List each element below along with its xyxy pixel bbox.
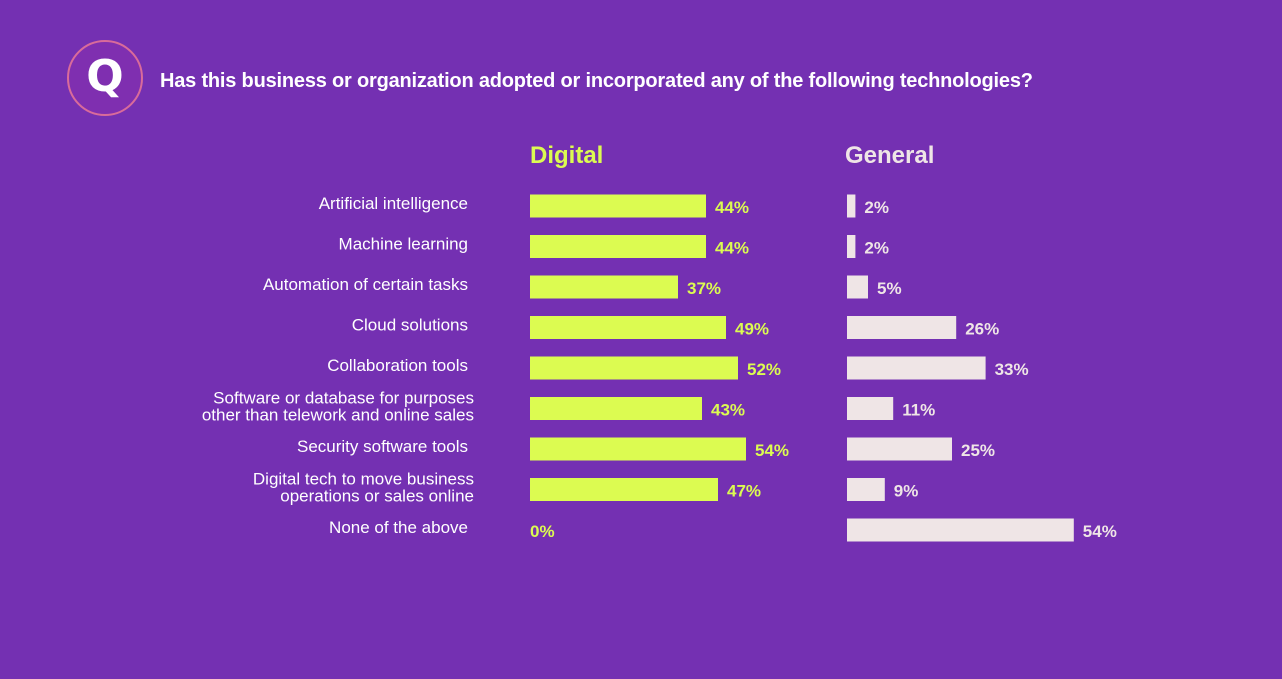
bar-digital	[530, 356, 738, 380]
bar-digital	[530, 316, 726, 339]
bar-digital	[530, 275, 678, 299]
bar-general	[847, 397, 894, 420]
category-label: Collaboration tools	[327, 356, 468, 375]
value-label-digital: 44%	[715, 239, 749, 258]
category-label: Software or database for purposes other t…	[202, 389, 474, 425]
bar-general	[847, 356, 986, 380]
value-label-general: 5%	[877, 279, 902, 298]
value-label-digital: 44%	[715, 198, 749, 217]
bar-general	[847, 194, 856, 218]
category-label: Automation of certain tasks	[263, 275, 468, 294]
bar-general	[847, 518, 1074, 542]
value-label-digital: 0%	[530, 522, 555, 541]
question-badge-letter: Q	[86, 51, 124, 102]
bar-general	[847, 275, 868, 299]
category-label: Machine learning	[339, 235, 468, 254]
value-label-general: 2%	[864, 198, 889, 217]
value-label-general: 9%	[894, 482, 919, 501]
category-label: None of the above	[329, 518, 468, 537]
bar-digital	[530, 478, 718, 501]
value-label-general: 26%	[965, 320, 999, 339]
value-label-general: 54%	[1083, 522, 1117, 541]
bar-digital	[530, 437, 746, 461]
bar-digital	[530, 194, 706, 218]
bar-general	[847, 316, 957, 339]
category-label: Cloud solutions	[352, 316, 468, 335]
category-label: Digital tech to move business operations …	[253, 470, 474, 506]
question-badge: Q	[67, 40, 143, 116]
category-label: Artificial intelligence	[319, 194, 468, 213]
bar-digital	[530, 235, 706, 258]
bar-general	[847, 437, 952, 461]
series-heading-digital: Digital	[530, 142, 604, 169]
value-label-general: 11%	[902, 401, 935, 420]
value-label-digital: 43%	[711, 401, 745, 420]
value-label-general: 33%	[995, 360, 1029, 379]
value-label-general: 2%	[864, 239, 889, 258]
series-heading-general: General	[845, 142, 935, 169]
value-label-general: 25%	[961, 441, 995, 460]
value-label-digital: 49%	[735, 320, 769, 339]
value-label-digital: 54%	[755, 441, 789, 460]
value-label-digital: 52%	[747, 360, 781, 379]
value-label-digital: 37%	[687, 279, 721, 298]
category-label: Security software tools	[297, 437, 468, 456]
value-label-digital: 47%	[727, 482, 761, 501]
bar-general	[847, 478, 885, 501]
bar-general	[847, 235, 856, 258]
bar-digital	[530, 397, 702, 420]
question-text: Has this business or organization adopte…	[160, 70, 1033, 92]
